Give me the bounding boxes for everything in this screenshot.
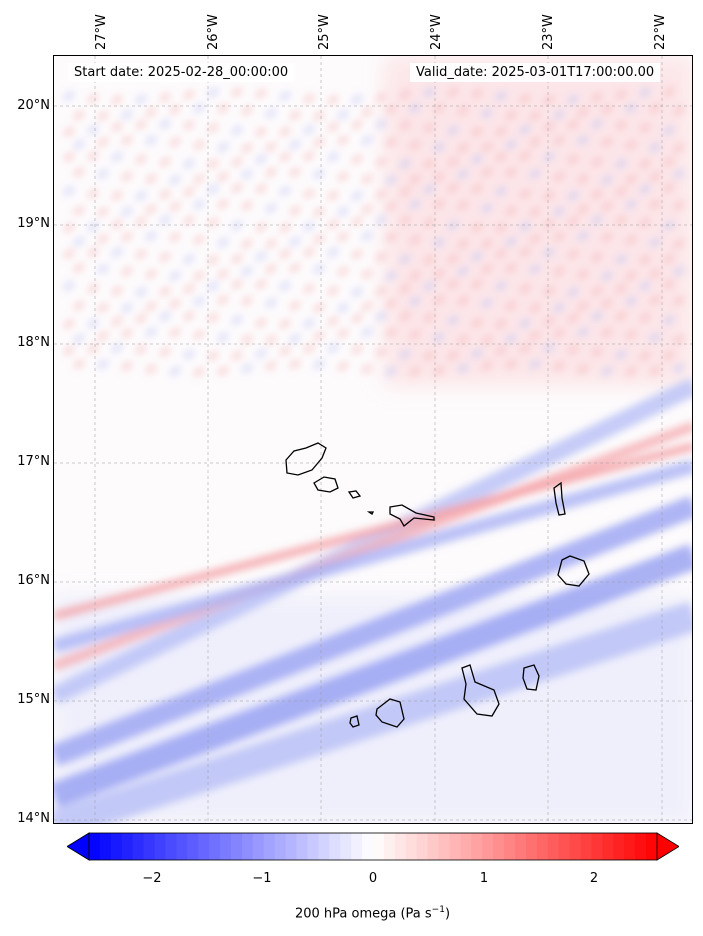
colorbar [67, 832, 679, 861]
island-fogo [375, 698, 405, 728]
lon-label-22w: 22°W [653, 14, 668, 50]
colorbar-tick: −1 [252, 871, 272, 886]
island-sal [553, 481, 566, 516]
colorbar-label: 200 hPa omega (Pa s−1) [0, 905, 703, 921]
colorbar-label-main: 200 hPa omega (Pa s [294, 906, 432, 922]
lat-label-20n: 20°N [17, 98, 50, 113]
lat-label-14n: 14°N [17, 811, 50, 826]
lat-label-15n: 15°N [17, 692, 50, 707]
lon-label-27w: 27°W [94, 14, 109, 50]
lat-label-16n: 16°N [17, 573, 50, 588]
lon-label-24w: 24°W [429, 14, 444, 50]
island-santa-luzia [347, 490, 362, 499]
island-boa-vista [557, 555, 590, 587]
island-sao-vicente [313, 476, 339, 493]
island-coastlines [285, 442, 590, 728]
lat-label-19n: 19°N [17, 216, 50, 231]
colorbar-tick: 1 [479, 871, 489, 886]
start-date-label: Start date: 2025-02-28_00:00:00 [68, 63, 295, 82]
island-maio [522, 664, 540, 691]
colorbar-tick: 2 [589, 871, 599, 886]
island-brava [349, 715, 360, 728]
colorbar-label-end: ) [444, 906, 451, 922]
omega-field-map [54, 56, 692, 823]
lon-label-26w: 26°W [206, 14, 221, 50]
colorbar-tick: 0 [368, 871, 378, 886]
colorbar-label-sup: −1 [431, 905, 445, 915]
map-plot-area [53, 55, 693, 824]
island-raso [366, 511, 375, 515]
map-gridlines [54, 56, 692, 823]
lat-label-17n: 17°N [17, 454, 50, 469]
lon-label-25w: 25°W [317, 14, 332, 50]
omega-field-layer [54, 56, 692, 823]
island-santiago [461, 664, 500, 717]
island-sao-nicolau [389, 504, 435, 527]
colorbar-tick: −2 [142, 871, 162, 886]
lat-label-18n: 18°N [17, 335, 50, 350]
lon-label-23w: 23°W [541, 14, 556, 50]
island-santo-antao [285, 442, 327, 476]
valid-date-label: Valid_date: 2025-03-01T17:00:00.00 [410, 63, 661, 82]
